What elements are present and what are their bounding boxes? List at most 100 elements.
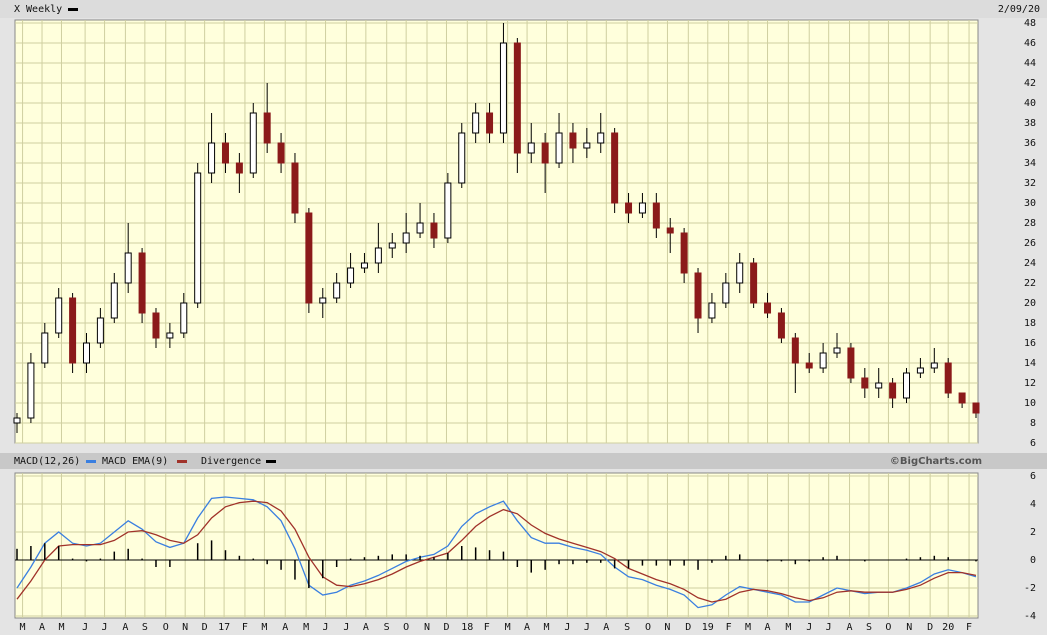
x-tick-label: J [826,622,832,633]
candle-body [152,312,160,339]
candle-body [833,347,841,354]
x-tick-label: D [685,622,691,633]
candle-body [597,132,605,144]
x-tick-label: A [39,622,45,633]
x-tick-label: F [726,622,732,633]
y-tick-label: 18 [1024,318,1036,329]
candle-body [958,392,966,404]
candle-body [680,232,688,274]
candle-body [666,227,674,234]
candle-body [555,132,563,164]
x-tick-label: A [524,622,530,633]
candle-body [235,162,243,174]
y-tick-label: 36 [1024,138,1036,149]
candle-body [333,282,341,299]
candle-body [416,222,424,234]
candle-body [27,362,35,419]
x-tick-label: M [745,622,751,633]
x-tick-label: J [82,622,88,633]
candle-body [444,182,452,239]
legend-key [266,460,276,463]
candle-body [319,297,327,304]
x-tick-label: N [424,622,430,633]
symbol-legend-key [68,8,78,11]
x-tick-label: S [142,622,148,633]
y-tick-label: 42 [1024,78,1036,89]
candle-body [694,272,702,319]
candle-body [569,132,577,149]
x-tick-label: N [182,622,188,633]
candle-body [541,142,549,164]
x-tick-label: A [765,622,771,633]
y-tick-label: 20 [1024,298,1036,309]
candle-body [96,317,104,344]
x-tick-label: F [966,622,972,633]
x-tick-label: J [343,622,349,633]
x-tick-label: A [122,622,128,633]
y-tick-label: 8 [1030,418,1036,429]
y-tick-label: 38 [1024,118,1036,129]
candle-body [305,212,313,304]
x-tick-label: F [484,622,490,633]
candle-body [527,142,535,154]
candle-body [374,247,382,264]
candle-body [110,282,118,319]
x-tick-label: O [645,622,651,633]
x-tick-label: 18 [461,622,473,633]
y-tick-label: -2 [1024,583,1036,594]
candle-body [764,302,772,314]
candle-body [708,302,716,319]
x-tick-label: A [363,622,369,633]
candle-body [889,382,897,399]
x-tick-label: J [564,622,570,633]
y-tick-label: 4 [1030,499,1036,510]
x-tick-label: A [603,622,609,633]
macd-line [16,500,977,603]
candle-body [819,352,827,369]
y-tick-label: 26 [1024,238,1036,249]
symbol-title: X Weekly [14,4,62,15]
candle-body [360,262,368,269]
candle-body [638,202,646,214]
y-tick-label: 16 [1024,338,1036,349]
x-tick-label: D [443,622,449,633]
candle-body [82,342,90,364]
x-tick-label: M [785,622,791,633]
x-tick-label: O [163,622,169,633]
x-tick-label: F [242,622,248,633]
candle-body [791,337,799,364]
y-tick-label: 30 [1024,198,1036,209]
candle-body [930,362,938,369]
x-tick-label: 17 [218,622,230,633]
x-tick-label: A [847,622,853,633]
candle-body [611,132,619,204]
candle-body [430,222,438,239]
x-tick-label: D [202,622,208,633]
candle-body [903,372,911,399]
candle-body [458,132,466,184]
y-tick-label: -4 [1024,611,1036,622]
x-tick-label: A [282,622,288,633]
y-tick-label: 22 [1024,278,1036,289]
header-bar [0,0,1047,18]
candle-body [736,262,744,284]
candle-body [249,112,257,174]
x-tick-label: O [885,622,891,633]
y-tick-label: 10 [1024,398,1036,409]
x-tick-label: 19 [702,622,714,633]
y-tick-label: 32 [1024,178,1036,189]
candle-body [263,112,271,144]
x-tick-label: M [20,622,26,633]
candle-body [625,202,633,214]
candle-body [13,417,21,424]
candle-body [805,362,813,369]
candle-body [124,252,132,284]
candle-body [861,377,869,389]
x-tick-label: S [624,622,630,633]
x-tick-label: M [505,622,511,633]
candle-body [513,42,521,154]
candle-body [291,162,299,214]
candle-body [402,232,410,244]
x-tick-label: J [806,622,812,633]
y-tick-label: 2 [1030,527,1036,538]
